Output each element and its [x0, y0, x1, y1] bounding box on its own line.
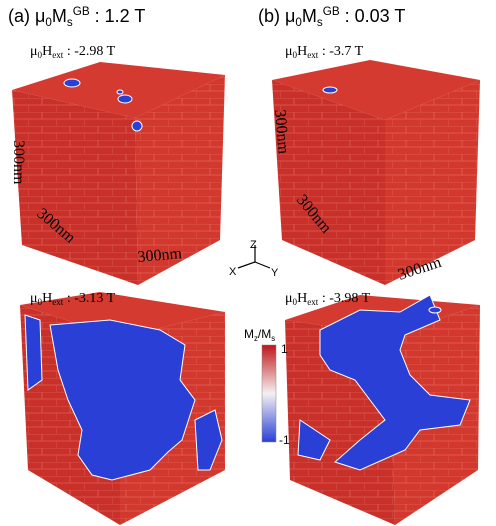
panel-title: (a) μ0MsGB : 1.2 T — [8, 5, 145, 29]
text-part: GB — [323, 5, 340, 18]
text-part: H — [42, 291, 52, 306]
cube — [20, 292, 225, 525]
text-part: M — [52, 6, 67, 26]
dimension-label: 300nm — [271, 109, 292, 155]
field-label: μ0Hext : -3.13 T — [30, 291, 116, 307]
text-part: : 1.2 T — [95, 6, 146, 26]
colorbar-min: -1 — [279, 433, 290, 447]
text-part: s — [271, 334, 275, 343]
panel-title: (b) μ0MsGB : 0.03 T — [258, 5, 405, 29]
text-part: GB — [73, 5, 90, 18]
axis-label: X — [229, 266, 237, 278]
cube — [12, 62, 225, 285]
colorbar-title: Mz/Ms — [244, 327, 275, 343]
text-part: μ — [285, 44, 293, 59]
text-part: ext — [307, 50, 319, 60]
text-part: μ — [285, 291, 293, 306]
text-part: : 0.03 T — [345, 6, 406, 26]
text-part: μ — [30, 44, 38, 59]
text-part: (b) — [258, 6, 280, 26]
text-part: M — [302, 6, 317, 26]
text-part: μ — [30, 291, 38, 306]
colorbar-max: 1 — [281, 342, 288, 356]
text-part: H — [42, 44, 52, 59]
colorbar — [262, 345, 276, 442]
dimension-label: 300nm — [10, 140, 27, 185]
text-part: M — [261, 327, 271, 341]
text-part: μ — [35, 6, 45, 26]
axis-label: Y — [271, 267, 279, 279]
text-part: : -3.98 T — [322, 291, 371, 306]
field-label: μ0Hext : -2.98 T — [30, 44, 116, 60]
text-part: H — [297, 44, 307, 59]
text-part: : -2.98 T — [67, 44, 116, 59]
text-part: (a) — [8, 6, 30, 26]
field-label: μ0Hext : -3.98 T — [285, 291, 371, 307]
text-part: H — [297, 291, 307, 306]
text-part: ext — [52, 50, 64, 60]
axis-label: Z — [250, 239, 257, 251]
cube — [285, 295, 480, 525]
figure: (a) μ0MsGB : 1.2 T (b) μ0MsGB : 0.03 T μ… — [0, 0, 496, 526]
text-part: ext — [307, 297, 319, 307]
text-part: : -3.13 T — [67, 291, 116, 306]
text-part: M — [244, 327, 254, 341]
text-part: ext — [52, 297, 64, 307]
text-part: μ — [285, 6, 295, 26]
cube — [272, 60, 480, 285]
field-label: μ0Hext : -3.7 T — [285, 44, 364, 60]
text-part: : -3.7 T — [322, 44, 364, 59]
